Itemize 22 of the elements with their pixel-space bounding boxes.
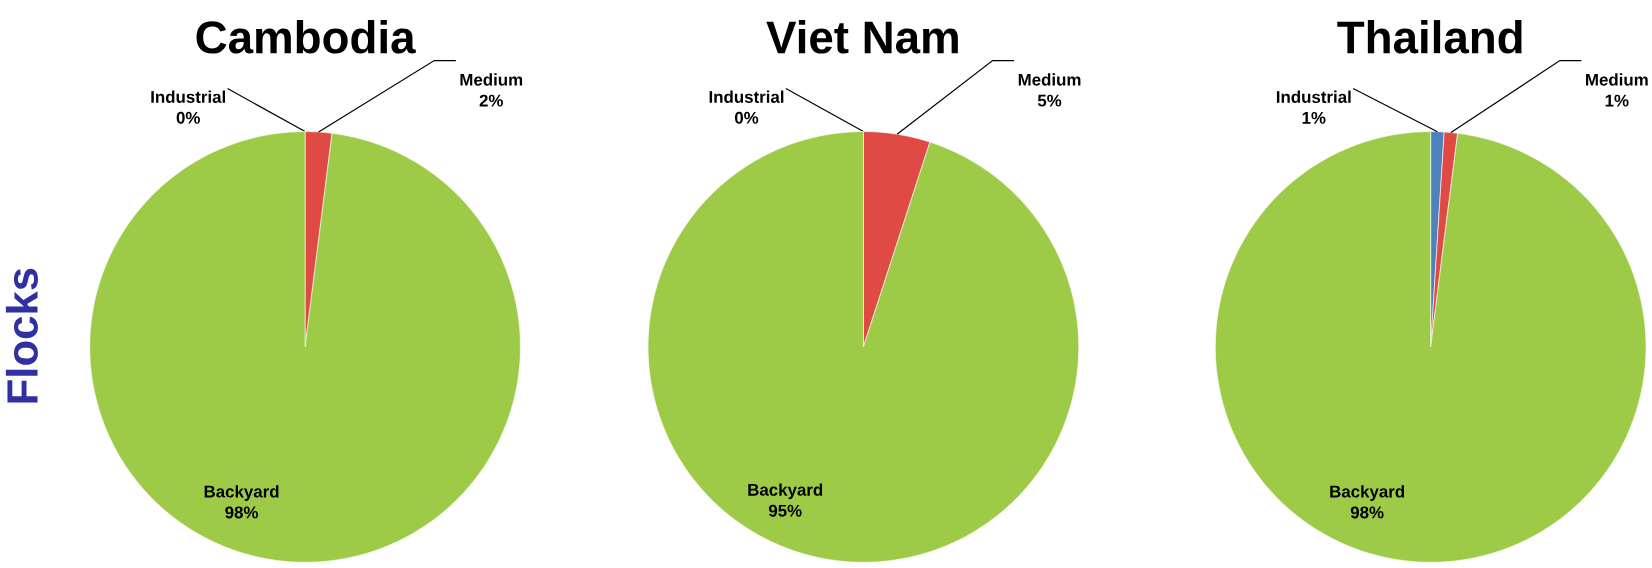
text: Flocks xyxy=(5,268,38,403)
slice-label: Medium xyxy=(1018,73,1081,86)
slice-label: Backyard xyxy=(204,485,279,501)
slice-label: Industrial xyxy=(1276,90,1351,103)
chart-title: Cambodia xyxy=(196,19,416,54)
slice-label: Medium xyxy=(1586,73,1648,86)
data-label: 98% xyxy=(225,506,258,519)
text: 0% xyxy=(176,111,200,124)
chart-title: Viet Nam xyxy=(766,19,958,54)
slice-label: Backyard xyxy=(1330,485,1405,501)
data-label: 1% xyxy=(1605,94,1629,107)
data-label: 2% xyxy=(479,94,503,107)
slice-label: Backyard xyxy=(748,483,823,500)
text: 0% xyxy=(734,111,759,124)
data-label: 98% xyxy=(1350,506,1384,519)
data-label: 5% xyxy=(1037,94,1062,107)
chart-title: Thailand xyxy=(1337,19,1522,54)
data-label: 95% xyxy=(768,504,802,517)
category-label: Industrial xyxy=(709,90,784,103)
data-label: 1% xyxy=(1302,111,1326,124)
category-label: Industrial xyxy=(151,90,226,103)
slice-label: Medium xyxy=(460,73,523,86)
